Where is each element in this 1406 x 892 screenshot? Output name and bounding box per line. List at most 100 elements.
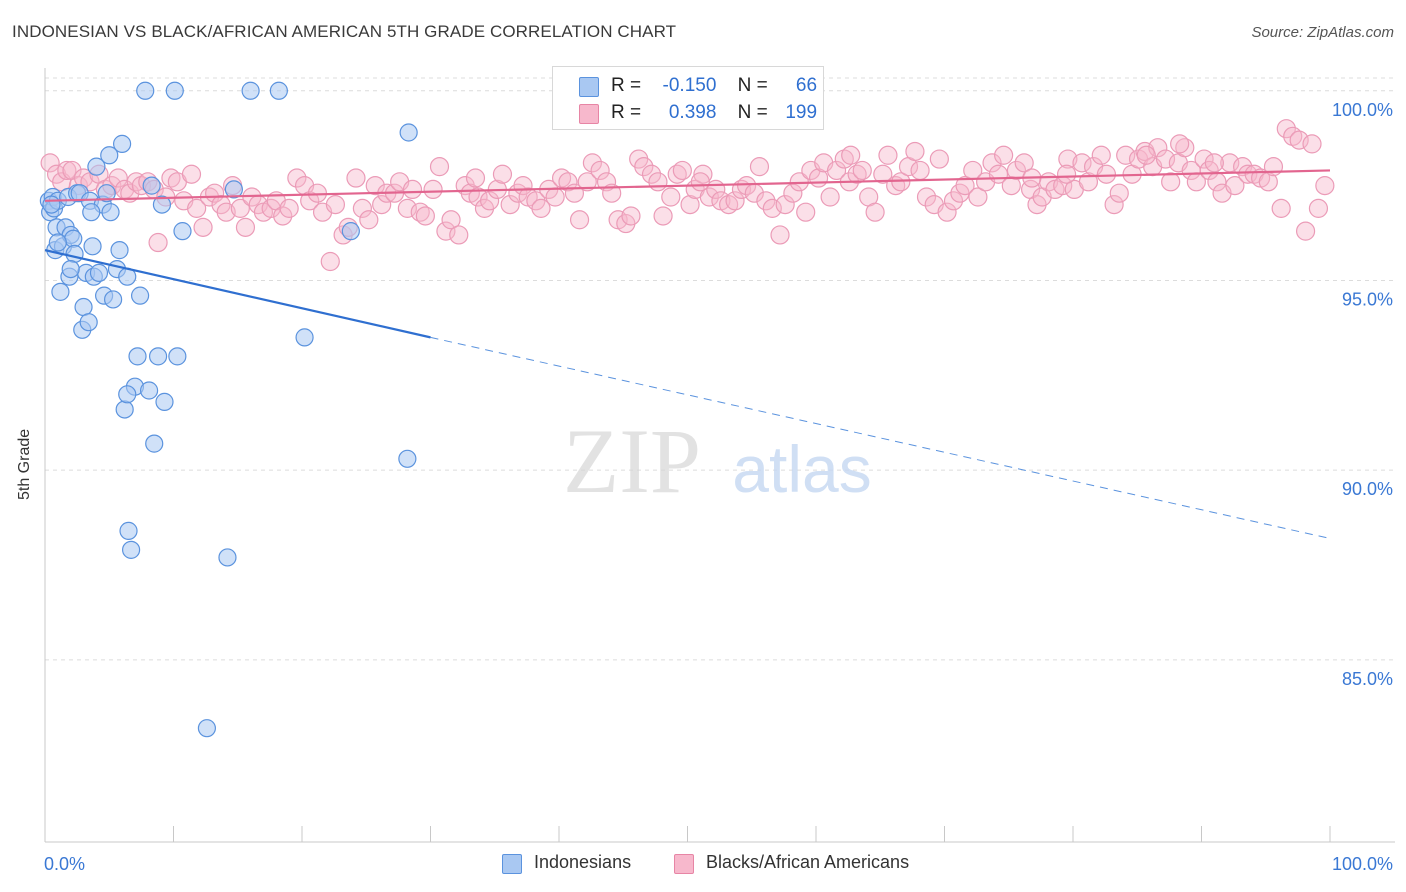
point-blacks (415, 206, 435, 226)
bottom-legend-swatch-indonesians (502, 854, 522, 874)
point-blacks (693, 164, 713, 184)
point-indonesians (42, 195, 61, 214)
x-tick-label-max: 100.0% (1332, 854, 1393, 874)
point-blacks (500, 194, 520, 215)
point-blacks (1204, 153, 1224, 173)
point-indonesians (112, 134, 132, 153)
point-blacks (943, 191, 964, 211)
point-blacks (1170, 134, 1190, 154)
point-indonesians (173, 222, 192, 241)
point-indonesians (168, 347, 187, 366)
point-indonesians (48, 233, 67, 252)
legend-n-value-indonesians: 66 (795, 75, 818, 96)
point-blacks (661, 187, 681, 207)
y-tick-label: 85.0% (1342, 669, 1393, 689)
point-blacks (480, 191, 500, 211)
point-blacks (359, 210, 379, 230)
point-indonesians (100, 146, 119, 165)
point-indonesians (139, 381, 159, 400)
point-blacks (602, 183, 622, 203)
point-indonesians (87, 157, 106, 176)
point-blacks (181, 164, 202, 184)
series-blacks-points (40, 119, 1335, 272)
point-indonesians (155, 392, 174, 411)
point-blacks (216, 202, 236, 222)
point-blacks (1161, 172, 1181, 192)
point-indonesians (104, 290, 123, 309)
point-blacks (108, 168, 128, 188)
legend-swatch-indonesians (579, 77, 599, 97)
point-indonesians (130, 286, 150, 305)
point-blacks (648, 172, 668, 192)
bottom-legend-blacks: Blacks/African Americans (706, 852, 910, 872)
point-blacks (1006, 160, 1027, 181)
point-blacks (273, 206, 293, 226)
point-indonesians (399, 123, 418, 142)
point-blacks (577, 172, 597, 192)
legend-r-label: R = (611, 102, 642, 123)
point-blacks (1308, 198, 1329, 218)
point-blacks (1148, 138, 1168, 158)
point-blacks (1109, 183, 1129, 203)
y-tick-label: 90.0% (1342, 479, 1393, 499)
point-blacks (287, 168, 307, 188)
point-blacks (621, 206, 641, 226)
point-blacks (492, 164, 513, 184)
point-blacks (365, 176, 385, 196)
trend-line-indonesians (44, 249, 431, 339)
point-indonesians (64, 229, 83, 248)
point-blacks (653, 206, 673, 226)
point-blacks (441, 210, 461, 230)
point-blacks (193, 217, 213, 237)
trend-line-blacks (44, 169, 1331, 202)
point-blacks (756, 191, 776, 211)
point-blacks (325, 194, 346, 215)
point-indonesians (269, 81, 288, 100)
point-blacks (852, 160, 872, 181)
watermark-atlas: atlas (732, 432, 871, 506)
point-blacks (1238, 164, 1258, 184)
point-indonesians (241, 81, 260, 100)
point-blacks (187, 198, 207, 218)
point-indonesians (197, 719, 217, 738)
point-blacks (558, 172, 578, 192)
point-indonesians (79, 313, 98, 332)
point-indonesians (398, 449, 417, 468)
point-blacks (1136, 145, 1156, 165)
point-blacks (826, 160, 847, 181)
point-indonesians (115, 400, 134, 419)
point-blacks (449, 225, 469, 245)
bottom-legend-indonesians: Indonesians (534, 852, 632, 872)
point-blacks (1116, 145, 1136, 165)
point-blacks (1271, 198, 1291, 218)
point-blacks (1315, 176, 1335, 196)
point-blacks (429, 157, 450, 177)
point-blacks (279, 198, 299, 218)
point-blacks (320, 251, 340, 272)
point-indonesians (136, 81, 155, 100)
point-blacks (1091, 145, 1111, 165)
point-indonesians (224, 180, 243, 199)
point-blacks (1001, 176, 1021, 196)
point-blacks (402, 179, 423, 200)
point-blacks (916, 187, 937, 207)
point-blacks (667, 164, 687, 184)
point-blacks (410, 202, 430, 222)
point-blacks (1096, 164, 1117, 184)
point-indonesians (101, 203, 120, 222)
point-indonesians (121, 540, 141, 559)
point-blacks (1289, 130, 1309, 150)
point-blacks (1276, 119, 1296, 139)
point-blacks (749, 157, 770, 177)
point-blacks (994, 145, 1014, 165)
point-indonesians (65, 244, 84, 264)
point-blacks (641, 164, 662, 184)
bottom-legend-swatch-blacks (674, 854, 694, 874)
legend-r-value-indonesians: -0.150 (662, 75, 717, 96)
point-blacks (397, 198, 417, 218)
point-blacks (57, 160, 77, 181)
y-tick-label: 95.0% (1342, 289, 1393, 309)
point-blacks (982, 153, 1002, 173)
point-blacks (346, 168, 366, 188)
point-blacks (672, 160, 692, 181)
